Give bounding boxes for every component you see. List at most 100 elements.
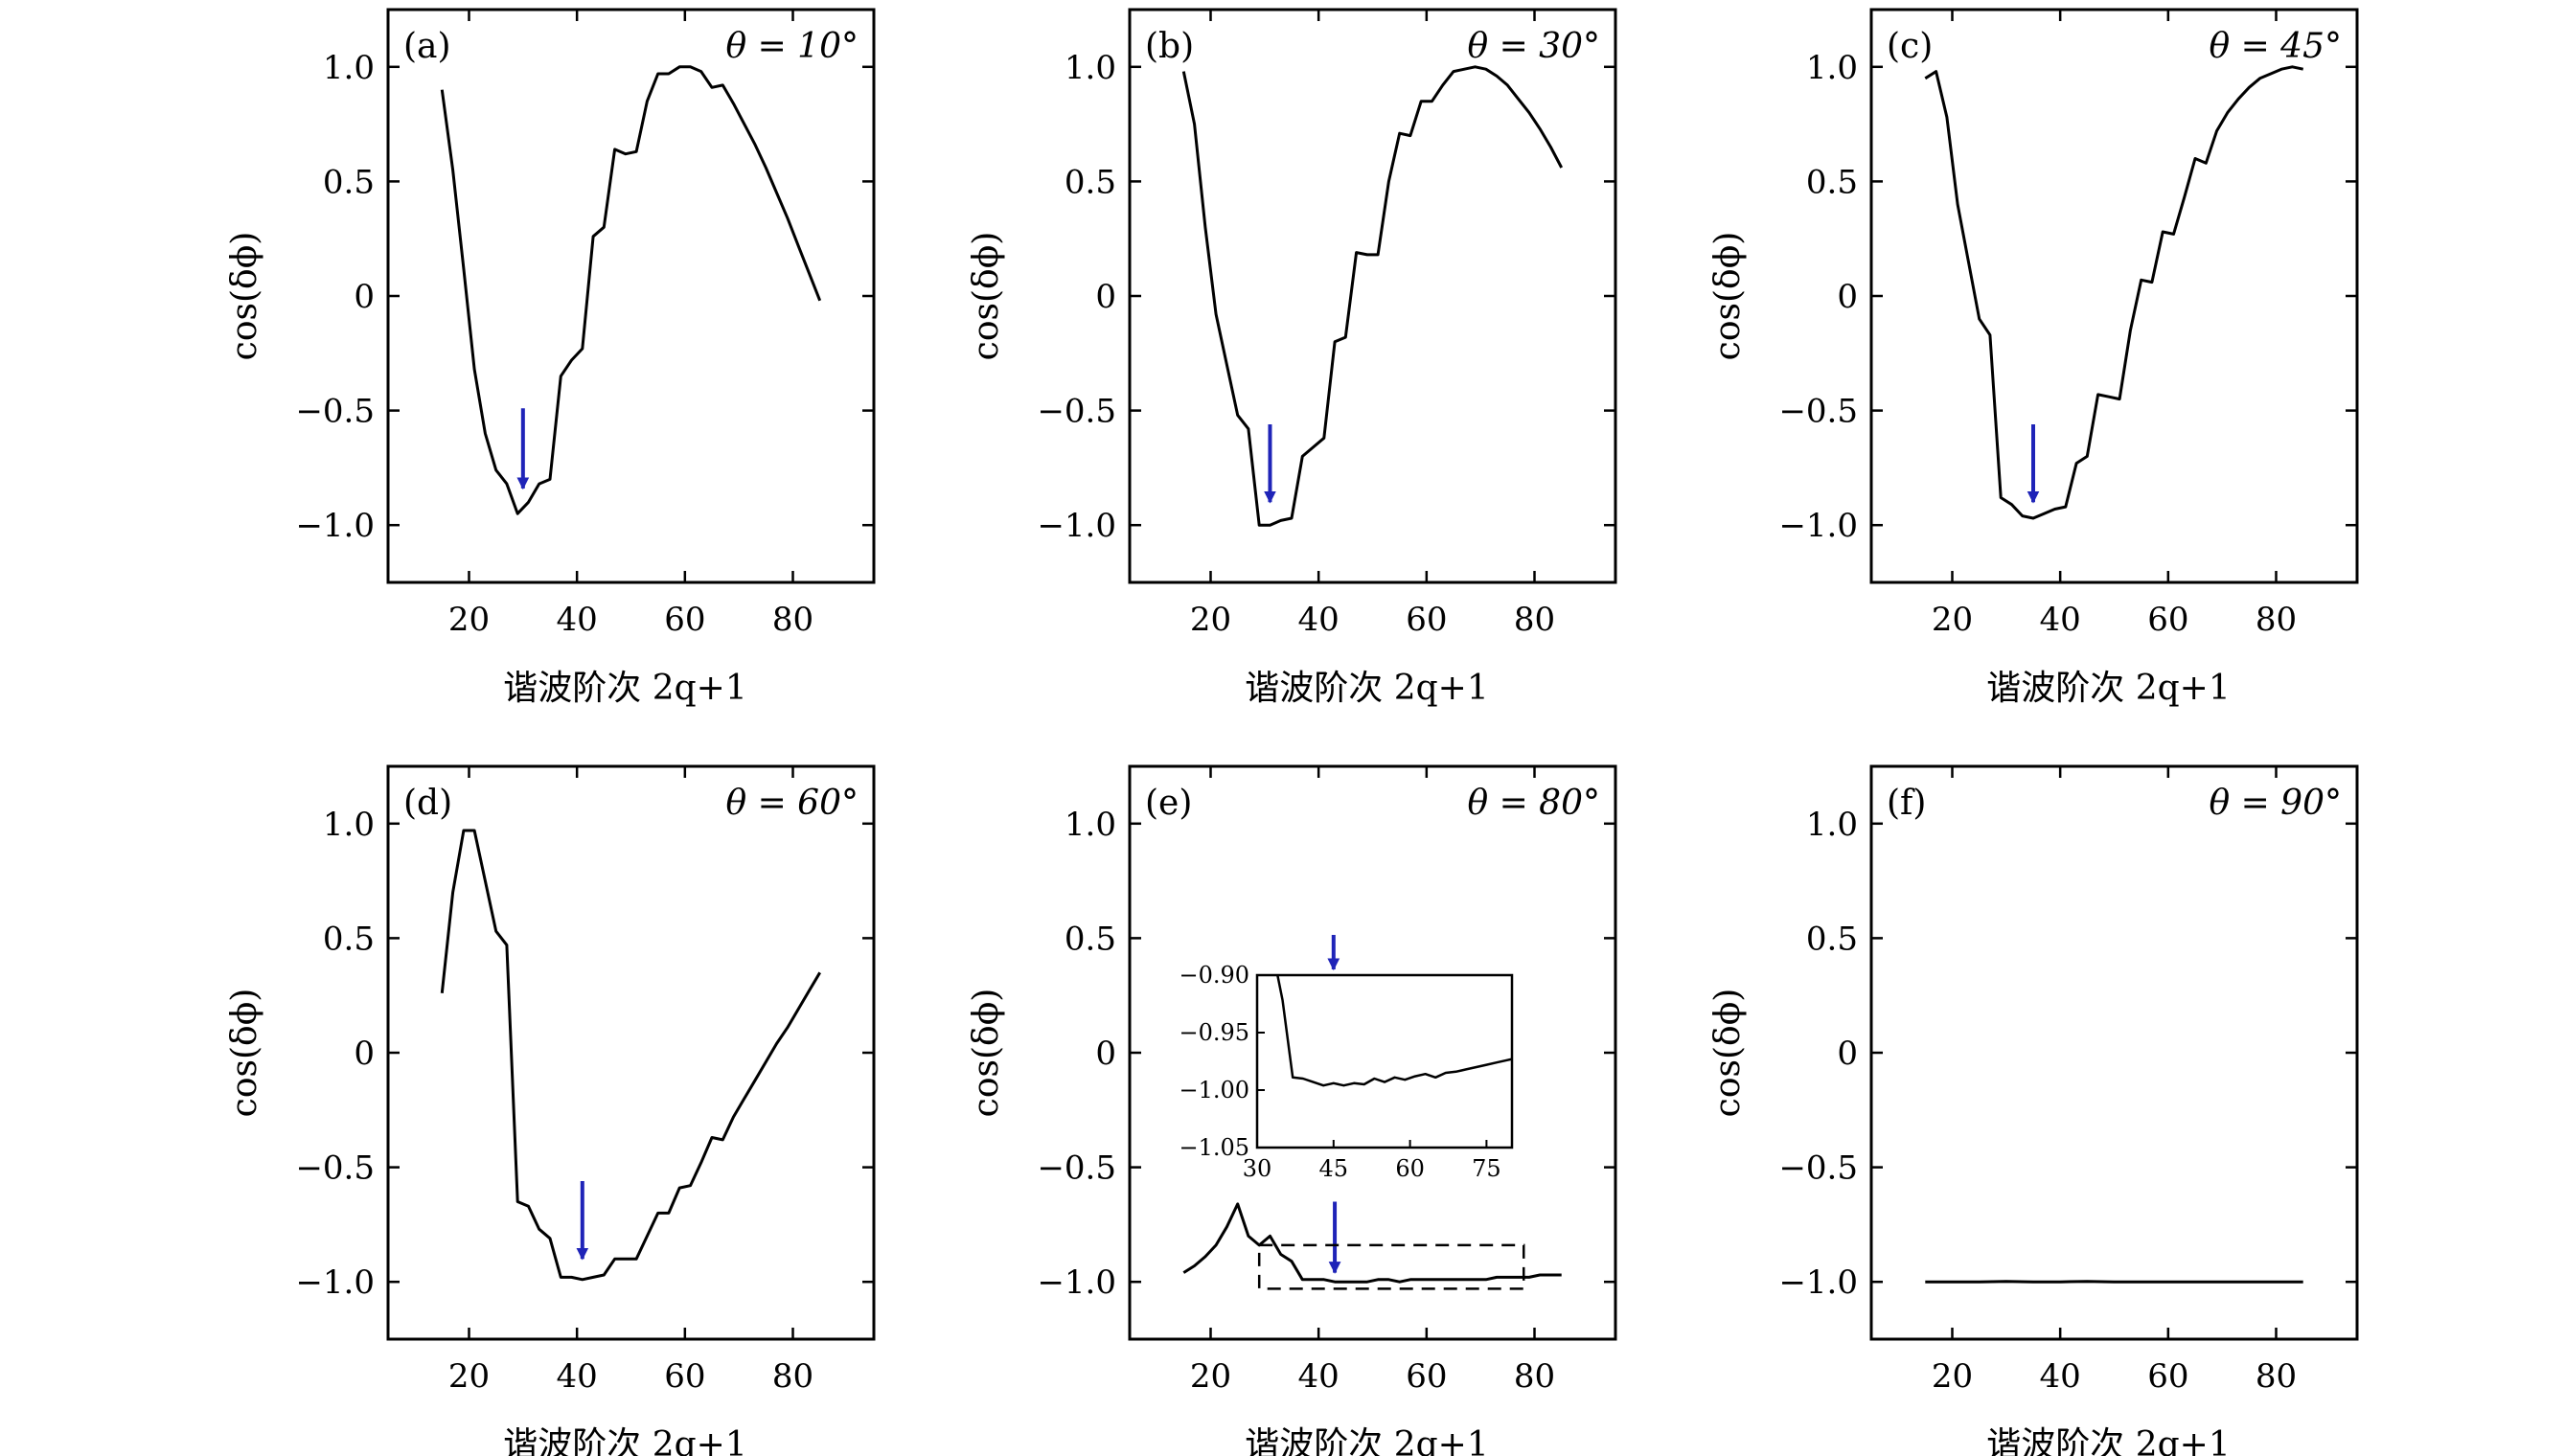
panel-title: θ = 60° [725,784,859,823]
series-line [1924,65,2304,520]
inset-x-tick-label: 60 [1395,1155,1425,1182]
y-tick-label: 1.0 [323,49,375,87]
x-axis-label: 谐波阶次 2q+1 [1986,669,2230,708]
x-tick-label: 80 [1514,1357,1555,1396]
panel-title: θ = 45° [2209,27,2342,66]
x-tick-label: 60 [1406,1357,1447,1396]
panel-title: θ = 10° [725,27,859,66]
zoom-region-box [1257,1243,1525,1290]
panel-label: (e) [1145,784,1192,823]
x-tick-label: 60 [2147,1357,2188,1396]
plot-frame [386,8,876,584]
x-tick-label: 60 [664,601,705,639]
inset-y-tick-label: −0.95 [1179,1019,1249,1046]
y-tick-label: −0.5 [1037,1149,1116,1188]
y-axis-label: cos(δϕ) [967,989,1006,1118]
x-tick-label: 40 [1298,601,1340,639]
panel-b: 20 40 60 80 −1.0 −0.5 0 0.5 1.0 谐波阶次 2q+1 cos(δϕ) (… [967,8,1617,708]
y-tick-label: 0 [1095,1035,1116,1073]
x-tick-label: 60 [1406,601,1447,639]
y-tick-label: 1.0 [323,806,375,844]
series-line [440,829,821,1282]
x-tick-label: 80 [772,1357,813,1396]
series-line [1181,65,1564,527]
x-tick-label: 40 [557,601,598,639]
panel-label: (f) [1887,784,1926,823]
y-tick-label: −0.5 [1037,393,1116,431]
y-tick-label: 0.5 [323,920,375,958]
y-tick-label: 0 [1837,278,1858,316]
panel-label: (a) [403,27,451,66]
y-tick-label: −0.5 [295,393,375,431]
panel-title: θ = 30° [1467,27,1600,66]
y-axis-label: cos(δϕ) [225,232,264,361]
y-tick-label: 0.5 [1806,163,1858,201]
panel-label: (c) [1887,27,1933,66]
plot-frame [1869,8,2359,584]
x-axis-label: 谐波阶次 2q+1 [1245,1425,1488,1456]
y-tick-label: 0.5 [1065,163,1116,201]
y-tick-label: 0 [354,1035,375,1073]
y-tick-label: 1.0 [1806,49,1858,87]
x-axis-label: 谐波阶次 2q+1 [1986,1425,2230,1456]
y-tick-label: 1.0 [1065,49,1116,87]
x-tick-label: 40 [557,1357,598,1396]
y-tick-label: −1.0 [1037,507,1116,545]
y-tick-label: −1.0 [1037,1263,1116,1302]
y-tick-label: −1.0 [1778,507,1858,545]
x-tick-label: 80 [772,601,813,639]
plot-frame [1869,764,2359,1341]
y-axis-label: cos(δϕ) [1708,232,1748,361]
y-axis-label: cos(δϕ) [225,989,264,1118]
inset-frame [1255,973,1514,1149]
panel-title: θ = 80° [1467,784,1600,823]
x-tick-label: 80 [2256,1357,2297,1396]
y-tick-label: 0.5 [1065,920,1116,958]
panel-label: (d) [403,784,452,823]
y-tick-label: −0.5 [1778,393,1858,431]
panel-c: 20 40 60 80 −1.0 −0.5 0 0.5 1.0 谐波阶次 2q+1 cos(δϕ) (… [1708,8,2359,708]
y-axis-label: cos(δϕ) [1708,989,1748,1118]
inset-series-line [1276,974,1513,1087]
panel-e: 20 40 60 80 −1.0 −0.5 0 0.5 1.0 谐波阶次 2q+1 cos(δϕ) (… [967,764,1617,1456]
y-tick-label: 0 [354,278,375,316]
inset-x-tick-label: 45 [1319,1155,1349,1182]
x-tick-label: 40 [1298,1357,1340,1396]
inset-x-tick-label: 75 [1472,1155,1501,1182]
y-tick-label: −0.5 [295,1149,375,1188]
inset-y-tick-label: −0.90 [1179,962,1249,989]
inset-y-tick-label: −1.00 [1179,1077,1249,1103]
inset-y-tick-label: −1.05 [1179,1134,1249,1161]
y-tick-label: −1.0 [1778,1263,1858,1302]
y-tick-label: 1.0 [1065,806,1116,844]
x-tick-label: 60 [2147,601,2188,639]
panel-f: 20 40 60 80 −1.0 −0.5 0 0.5 1.0 谐波阶次 2q+1 cos(δϕ) (… [1708,764,2359,1456]
x-axis-label: 谐波阶次 2q+1 [503,1425,746,1456]
y-tick-label: 0 [1095,278,1116,316]
y-tick-label: 0.5 [323,163,375,201]
series-line [1925,1280,2303,1284]
x-tick-label: 80 [2256,601,2297,639]
x-tick-label: 40 [2040,601,2081,639]
plot-frame [1128,8,1617,584]
y-axis-label: cos(δϕ) [967,232,1006,361]
x-tick-label: 20 [448,601,490,639]
y-tick-label: −0.5 [1778,1149,1858,1188]
y-tick-label: 1.0 [1806,806,1858,844]
y-tick-label: −1.0 [295,507,375,545]
x-tick-label: 40 [2040,1357,2081,1396]
series-line [1182,1202,1562,1284]
panel-d: 20 40 60 80 −1.0 −0.5 0 0.5 1.0 谐波阶次 2q+1 cos(δϕ) (… [225,764,876,1456]
panel-label: (b) [1145,27,1194,66]
x-tick-label: 20 [1190,1357,1231,1396]
series-line [440,65,822,515]
x-tick-label: 20 [1932,1357,1973,1396]
x-axis-label: 谐波阶次 2q+1 [503,669,746,708]
y-tick-label: 0.5 [1806,920,1858,958]
y-tick-label: −1.0 [295,1263,375,1302]
inset-x-tick-label: 30 [1243,1155,1272,1182]
inset-plot: 30 45 60 75 −1.05 −1.00 −0.95 −0.90 [1179,935,1514,1182]
x-tick-label: 20 [448,1357,490,1396]
panel-title: θ = 90° [2209,784,2342,823]
